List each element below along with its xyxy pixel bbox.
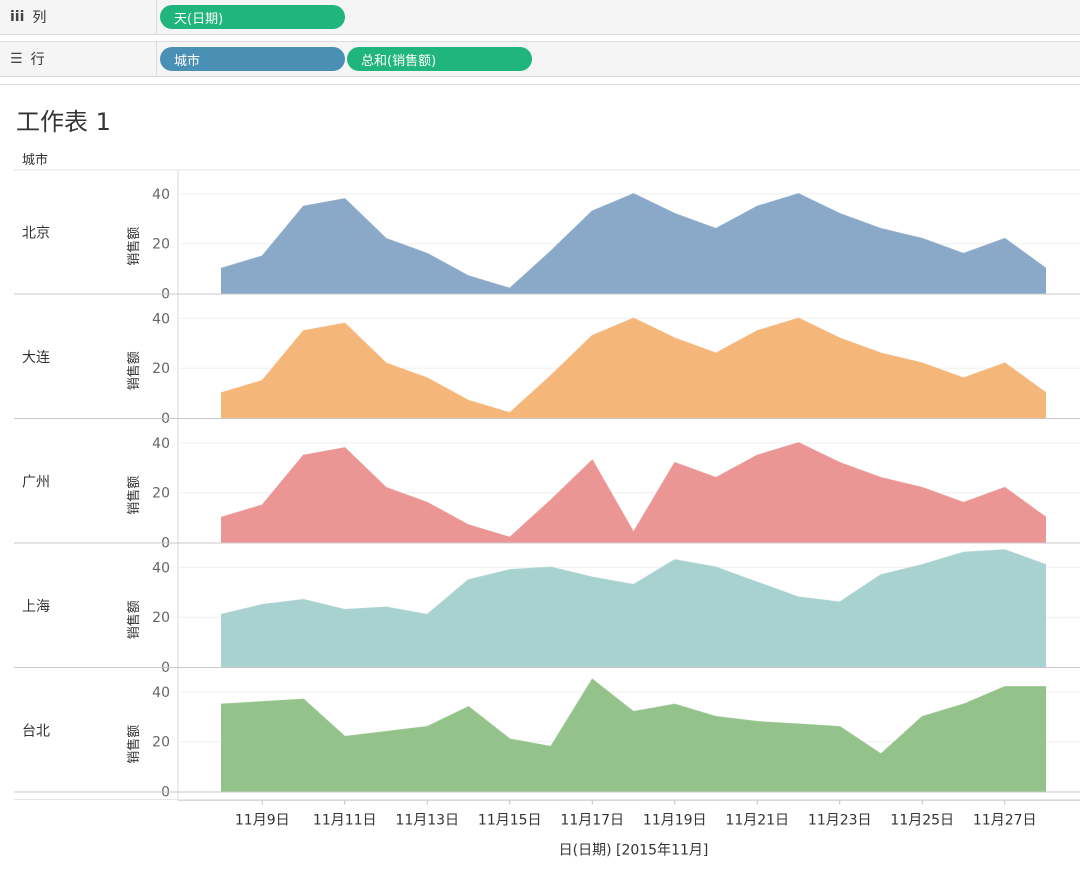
y-tick-label: 40 (152, 311, 170, 327)
city-column-header: 城市 (22, 153, 49, 168)
y-axis-label: 销售额 (126, 351, 142, 390)
x-tick-label: 11月27日 (973, 813, 1037, 829)
series-line-4 (220, 549, 1047, 616)
x-tick-label: 11月23日 (808, 813, 872, 829)
x-tick-label: 11月17日 (560, 813, 624, 829)
series-line-5 (220, 678, 1046, 756)
series-line-3 (220, 442, 1047, 539)
y-tick-label: 40 (152, 685, 170, 701)
date-pill[interactable]: 天(日期) (160, 5, 345, 29)
y-axis-label: 销售额 (126, 227, 142, 266)
y-tick-label: 20 (152, 486, 170, 502)
y-tick-label: 20 (152, 361, 170, 377)
sheet-title: 工作表 1 (16, 108, 111, 136)
x-tick-label: 11月21日 (725, 813, 789, 829)
city-pill[interactable]: 城市 (160, 47, 345, 71)
x-tick-label: 11月9日 (235, 813, 290, 829)
city-label: 台北 (22, 723, 50, 739)
y-axis-label: 销售额 (126, 725, 142, 764)
y-axis-label: 销售额 (126, 600, 142, 639)
worksheet: 工作表 1 城市 (0, 84, 1080, 871)
city-label: 上海 (22, 599, 50, 615)
city-label: 北京 (22, 225, 50, 241)
y-tick-label: 20 (152, 237, 170, 253)
date-pill-text: 天(日期) (174, 11, 224, 27)
x-axis-title: 日(日期) [2015年11月] (559, 843, 709, 859)
city-label: 广州 (22, 474, 50, 490)
x-tick-label: 11月13日 (395, 813, 459, 829)
city-label: 大连 (22, 350, 50, 366)
y-tick-label: 40 (152, 560, 170, 576)
y-tick-label: 20 (152, 735, 170, 751)
area-1 (221, 193, 1046, 294)
columns-label: 列 (32, 10, 47, 26)
area-4 (221, 550, 1046, 667)
y-tick-label: 40 (152, 436, 170, 452)
sales-pill-text: 总和(销售额) (361, 53, 437, 69)
rows-icon: ☰ (10, 51, 23, 67)
area-2 (221, 318, 1046, 418)
area-5 (221, 679, 1046, 792)
x-tick-label: 11月11日 (313, 813, 377, 829)
area-3 (221, 442, 1046, 543)
columns-shelf-label: iii 列 (0, 0, 157, 34)
series-line-1 (220, 193, 1047, 290)
rows-shelf: ☰ 行 城市 总和(销售额) (0, 41, 1080, 77)
y-tick-label: 40 (152, 187, 170, 203)
rows-label: 行 (30, 52, 45, 68)
city-pill-text: 城市 (174, 53, 201, 69)
x-tick-label: 11月25日 (890, 813, 954, 829)
rows-shelf-label: ☰ 行 (0, 42, 157, 76)
columns-shelf: iii 列 天(日期) (0, 0, 1080, 35)
y-axis-label: 销售额 (126, 476, 142, 515)
y-tick-label: 20 (152, 610, 170, 626)
x-tick-label: 11月15日 (478, 813, 542, 829)
x-tick-label: 11月19日 (643, 813, 707, 829)
sales-pill[interactable]: 总和(销售额) (347, 47, 532, 71)
columns-icon: iii (10, 9, 25, 25)
series-line-2 (220, 317, 1047, 414)
